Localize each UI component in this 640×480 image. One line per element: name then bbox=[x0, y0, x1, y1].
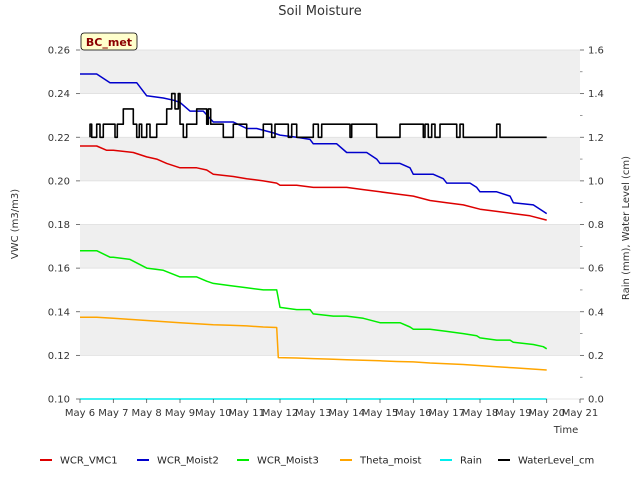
y-right-tick-label: 1.6 bbox=[588, 46, 604, 57]
x-tick-label: May 18 bbox=[462, 408, 499, 419]
station-badge-box bbox=[80, 32, 138, 51]
x-tick-label: May 8 bbox=[132, 408, 162, 419]
y-left-tick-label: 0.18 bbox=[48, 220, 70, 231]
y-left-tick-label: 0.12 bbox=[48, 351, 70, 362]
y-left-tick-label: 0.10 bbox=[48, 395, 70, 406]
y-right-tick-label: 0.2 bbox=[588, 351, 604, 362]
station-badge-label: BC_met bbox=[86, 36, 132, 49]
y-left-tick-label: 0.24 bbox=[48, 89, 70, 100]
x-tick-label: May 6 bbox=[65, 408, 95, 419]
legend-label: WCR_VMC1 bbox=[60, 456, 118, 467]
x-tick-label: May 9 bbox=[165, 408, 195, 419]
x-tick-label: May 15 bbox=[362, 408, 399, 419]
series-line-wcr-moist3 bbox=[80, 249, 548, 350]
background-band bbox=[80, 224, 580, 269]
series-line-waterlevel-cm bbox=[89, 92, 547, 139]
y-left-axis-title: VWC (m3/m3) bbox=[10, 189, 21, 259]
y-right-axis-title: Rain (mm), Water Level (cm) bbox=[621, 156, 632, 300]
background-band bbox=[80, 50, 580, 94]
legend-label: Rain bbox=[460, 456, 482, 467]
x-tick-label: May 16 bbox=[395, 408, 432, 419]
legend-label: Theta_moist bbox=[359, 456, 421, 467]
series-line-theta-moist bbox=[80, 316, 547, 371]
legend-label: WCR_Moist2 bbox=[157, 456, 219, 467]
y-right-tick-label: 0.0 bbox=[588, 395, 604, 406]
legend-label: WCR_Moist3 bbox=[257, 456, 319, 467]
y-right-axis-ticks: 0.0 0.2 0.4 0.6 0.8 1.0 1.2 1.4 1.6 bbox=[580, 46, 604, 406]
y-right-tick-label: 0.6 bbox=[588, 264, 604, 275]
x-tick-label: May 14 bbox=[328, 408, 365, 419]
x-tick-label: May 20 bbox=[528, 408, 565, 419]
y-right-tick-label: 1.2 bbox=[588, 133, 604, 144]
x-axis-title: Time bbox=[553, 425, 578, 436]
y-left-tick-label: 0.22 bbox=[48, 133, 70, 144]
series-layer bbox=[80, 73, 548, 400]
x-tick-label: May 12 bbox=[262, 408, 299, 419]
station-badge: BC_met bbox=[80, 32, 138, 51]
y-left-axis-ticks: 0.10 0.12 0.14 0.16 0.18 0.20 0.22 0.24 0.26 bbox=[48, 46, 80, 406]
legend-label: WaterLevel_cm bbox=[518, 456, 594, 467]
x-tick-label: May 11 bbox=[228, 408, 265, 419]
y-left-tick-label: 0.26 bbox=[48, 46, 70, 57]
y-right-tick-label: 0.4 bbox=[588, 307, 604, 318]
x-tick-label: May 21 bbox=[562, 408, 599, 419]
x-tick-label: May 7 bbox=[98, 408, 128, 419]
y-left-tick-label: 0.16 bbox=[48, 264, 70, 275]
legend: WCR_VMC1 WCR_Moist2 WCR_Moist3 Theta_moist R… bbox=[40, 456, 594, 467]
y-left-tick-label: 0.14 bbox=[48, 307, 70, 318]
x-tick-label: May 17 bbox=[428, 408, 465, 419]
y-left-tick-label: 0.20 bbox=[48, 176, 70, 187]
x-tick-label: May 13 bbox=[295, 408, 332, 419]
x-tick-label: May 10 bbox=[195, 408, 232, 419]
series-line-wcr-moist2 bbox=[80, 73, 548, 215]
chart-title: Soil Moisture bbox=[278, 4, 362, 19]
background-band bbox=[80, 311, 580, 356]
x-tick-label: May 19 bbox=[495, 408, 532, 419]
y-right-tick-label: 1.4 bbox=[588, 89, 604, 100]
series-line-wcr-vmc1 bbox=[80, 145, 547, 221]
y-right-tick-label: 0.8 bbox=[588, 220, 604, 231]
y-right-tick-label: 1.0 bbox=[588, 176, 604, 187]
